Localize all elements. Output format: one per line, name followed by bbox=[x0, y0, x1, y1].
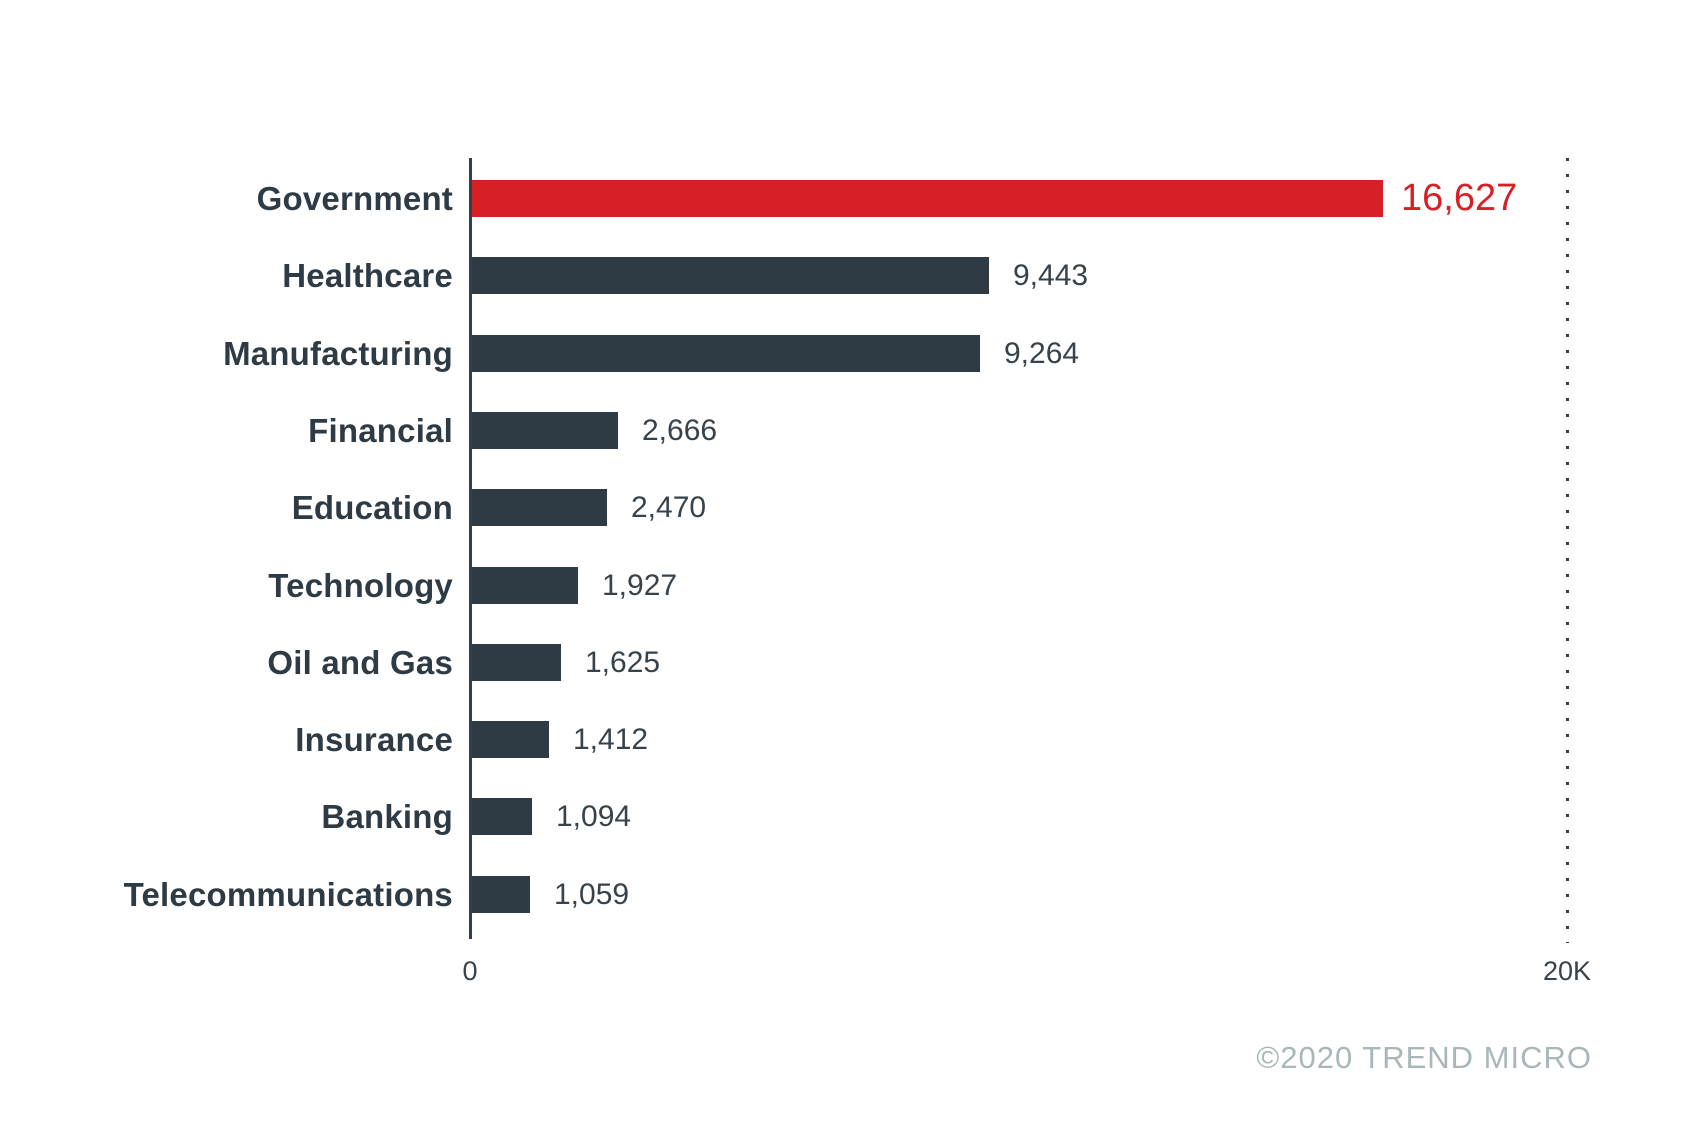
bar-banking bbox=[472, 798, 532, 835]
bar-education bbox=[472, 489, 607, 526]
bar-telecommunications bbox=[472, 876, 530, 913]
x-tick-20k: 20K bbox=[1542, 956, 1592, 986]
bar-oil-and-gas bbox=[472, 644, 561, 681]
bar-healthcare bbox=[472, 257, 989, 294]
gridline-20k-dotted bbox=[1566, 158, 1569, 943]
value-label-oil-and-gas: 1,625 bbox=[585, 646, 661, 679]
category-label-healthcare: Healthcare bbox=[282, 257, 453, 294]
value-label-manufacturing: 9,264 bbox=[1004, 337, 1080, 370]
value-label-banking: 1,094 bbox=[556, 800, 632, 833]
category-label-technology: Technology bbox=[268, 567, 453, 604]
category-label-financial: Financial bbox=[308, 412, 453, 449]
bar-manufacturing bbox=[472, 335, 980, 372]
value-label-education: 2,470 bbox=[631, 491, 707, 524]
category-label-insurance: Insurance bbox=[295, 721, 453, 758]
bar-insurance bbox=[472, 721, 549, 758]
category-label-telecommunications: Telecommunications bbox=[123, 876, 453, 913]
bar-financial bbox=[472, 412, 618, 449]
category-label-manufacturing: Manufacturing bbox=[223, 335, 453, 372]
value-label-healthcare: 9,443 bbox=[1013, 259, 1089, 292]
x-tick-0: 0 bbox=[462, 956, 478, 986]
category-label-education: Education bbox=[291, 489, 453, 526]
value-label-government: 16,627 bbox=[1401, 177, 1518, 219]
value-label-technology: 1,927 bbox=[602, 569, 678, 602]
value-label-telecommunications: 1,059 bbox=[554, 878, 630, 911]
copyright-text: ©2020 TREND MICRO bbox=[1256, 1040, 1592, 1075]
bar-technology bbox=[472, 567, 578, 604]
category-label-oil-and-gas: Oil and Gas bbox=[267, 644, 453, 681]
value-label-financial: 2,666 bbox=[642, 414, 718, 447]
value-label-insurance: 1,412 bbox=[573, 723, 649, 756]
y-axis-line bbox=[469, 158, 472, 939]
category-label-banking: Banking bbox=[321, 798, 453, 835]
category-label-government: Government bbox=[256, 180, 453, 217]
bar-government bbox=[472, 180, 1383, 217]
